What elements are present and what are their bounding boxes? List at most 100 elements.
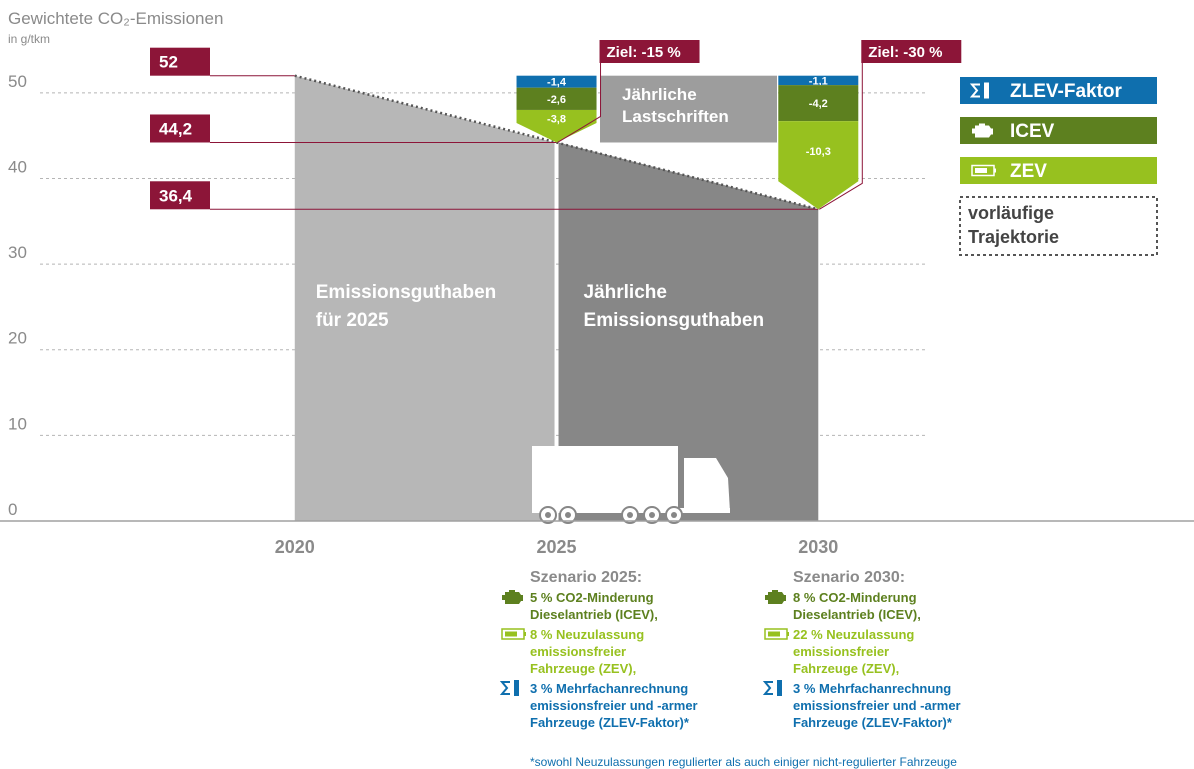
y-tick-label: 10 — [8, 414, 27, 433]
debit-segment — [516, 87, 597, 110]
icev-icon — [502, 590, 523, 604]
value-box — [150, 181, 210, 210]
debit-label: Jährliche — [622, 85, 697, 104]
battery-fill — [768, 631, 780, 637]
battery-icon — [514, 680, 519, 696]
target-leader — [557, 63, 602, 143]
target-label: Ziel: -30 % — [868, 44, 942, 61]
scenario-line: 3 % Mehrfachanrechnung — [793, 681, 951, 696]
area-label: Jährliche — [584, 282, 667, 303]
battery-icon — [984, 82, 989, 99]
battery-fill — [505, 631, 517, 637]
debit-segment — [516, 109, 597, 143]
truck-cab — [684, 458, 730, 512]
zlev-icon — [762, 680, 782, 696]
y-tick-label: 0 — [8, 500, 17, 519]
scenario-line: Fahrzeuge (ZLEV-Faktor)* — [530, 715, 690, 730]
target-box — [599, 40, 700, 63]
target-label: Ziel: -15 % — [607, 44, 681, 61]
zev-icon — [971, 164, 996, 177]
y-tick-label: 20 — [8, 329, 27, 348]
battery-cap — [787, 632, 789, 636]
truck-hub — [649, 512, 655, 518]
target-leader — [819, 63, 863, 210]
scenario-line: emissionsfreier und -armer — [530, 698, 698, 713]
engine-icon — [765, 590, 786, 604]
icev-icon — [765, 590, 786, 604]
footnote: *sowohl Neuzulassungen regulierter als a… — [530, 755, 957, 769]
zev-icon — [764, 628, 789, 640]
target-box — [861, 40, 962, 63]
legend-swatch — [960, 77, 1157, 104]
engine-icon — [502, 590, 523, 604]
y-axis-label: in g/tkm — [8, 32, 50, 46]
debit-segment — [778, 121, 859, 210]
area-label: Emissionsguthaben — [316, 282, 497, 303]
battery-icon — [777, 680, 782, 696]
scenario-line: 22 % Neuzulassung — [793, 627, 914, 642]
scenario-line: Fahrzeuge (ZEV), — [793, 661, 899, 676]
debit-label: Lastschriften — [622, 107, 729, 126]
legend-label: ZEV — [1010, 161, 1047, 182]
zlev-icon — [499, 680, 519, 696]
debit-value-label: -1,4 — [547, 77, 567, 89]
scenario-line: emissionsfreier — [793, 644, 889, 659]
scenario-line: Dieselantrieb (ICEV), — [793, 607, 921, 622]
scenario-line: emissionsfreier — [530, 644, 626, 659]
debit-segment — [778, 75, 859, 86]
chart-title: Gewichtete CO₂-Emissionen — [8, 9, 223, 28]
zev-icon — [501, 628, 526, 640]
debit-segment — [516, 75, 597, 88]
debit-value-label: -10,3 — [806, 146, 831, 158]
sigma-icon — [969, 83, 980, 98]
area-label: für 2025 — [316, 310, 389, 331]
battery-cap — [994, 168, 996, 173]
debit-value-label: -4,2 — [809, 98, 828, 110]
value-box — [150, 47, 210, 76]
debit-value-label: -2,6 — [547, 94, 566, 106]
battery-fill — [975, 168, 987, 173]
truck-hub — [671, 512, 677, 518]
scenario-line: 8 % CO2-Minderung — [793, 590, 917, 605]
legend-trajectory-label: vorläufige — [968, 203, 1054, 223]
legend-swatch — [960, 157, 1157, 184]
scenario-line: 5 % CO2-Minderung — [530, 590, 654, 605]
truck-trailer — [532, 446, 678, 508]
scenario-line: Dieselantrieb (ICEV), — [530, 607, 658, 622]
value-box — [150, 114, 210, 143]
y-tick-label: 50 — [8, 72, 27, 91]
x-tick-label: 2020 — [275, 537, 315, 557]
y-tick-label: 40 — [8, 157, 27, 176]
scenario-line: Fahrzeuge (ZLEV-Faktor)* — [793, 715, 953, 730]
value-label: 44,2 — [159, 119, 192, 138]
value-label: 52 — [159, 53, 178, 72]
scenario-title: Szenario 2025: — [530, 569, 642, 586]
area-annual-credit — [558, 142, 819, 521]
sigma-icon — [762, 681, 773, 695]
scenario-line: emissionsfreier und -armer — [793, 698, 961, 713]
scenario-title: Szenario 2030: — [793, 569, 905, 586]
engine-icon — [972, 123, 993, 138]
scenario-line: 8 % Neuzulassung — [530, 627, 644, 642]
scenario-line: Fahrzeuge (ZEV), — [530, 661, 636, 676]
legend-label: ZLEV-Faktor — [1010, 81, 1123, 102]
area-credit-2025 — [294, 75, 555, 521]
truck-hub — [545, 512, 551, 518]
truck-hub — [565, 512, 571, 518]
battery-cap — [524, 632, 526, 636]
x-tick-label: 2025 — [537, 537, 577, 557]
truck-hub — [627, 512, 633, 518]
debit-box — [600, 75, 777, 143]
y-tick-label: 30 — [8, 243, 27, 262]
sigma-icon — [499, 681, 510, 695]
truck-icon — [532, 446, 730, 524]
icev-icon — [972, 123, 993, 138]
legend-trajectory-label: Trajektorie — [968, 227, 1059, 247]
area-label: Emissionsguthaben — [584, 310, 765, 331]
legend-label: ICEV — [1010, 121, 1055, 142]
value-label: 36,4 — [159, 186, 193, 205]
debit-value-label: -3,8 — [547, 113, 566, 125]
debit-value-label: -1,1 — [809, 75, 828, 87]
